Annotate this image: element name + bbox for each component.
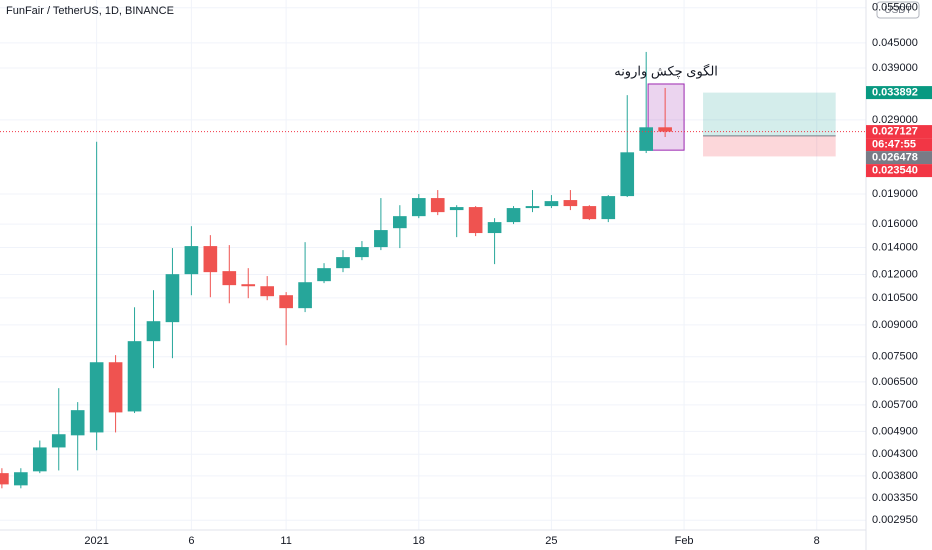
candle-body bbox=[222, 271, 237, 286]
price-badge bbox=[866, 86, 932, 100]
chart-title: FunFair / TetherUS, 1D, BINANCE bbox=[6, 5, 174, 17]
candle-body bbox=[355, 247, 369, 258]
plot bbox=[0, 51, 866, 489]
x-tick-label: 2021 bbox=[84, 535, 108, 547]
price-badge-label: 0.033892 bbox=[872, 86, 918, 98]
candle-body bbox=[70, 410, 85, 436]
candle-body bbox=[544, 201, 559, 207]
grid bbox=[0, 0, 866, 530]
candle-body bbox=[146, 321, 161, 342]
candle-body bbox=[165, 274, 180, 323]
y-tick-label: 0.039000 bbox=[872, 62, 918, 74]
x-tick-label: Feb bbox=[675, 535, 694, 547]
price-badge-label: 06:47:55 bbox=[872, 138, 916, 150]
y-tick-label: 0.014000 bbox=[872, 241, 918, 253]
highlight-box bbox=[647, 83, 685, 151]
candle-body bbox=[639, 127, 654, 151]
candle-body bbox=[411, 198, 426, 217]
y-tick-label: 0.045000 bbox=[872, 37, 918, 49]
position-stop-zone bbox=[703, 135, 836, 157]
candle-body bbox=[563, 200, 578, 207]
y-tick-label: 0.005700 bbox=[872, 399, 918, 411]
y-tick-label: 0.007500 bbox=[872, 351, 918, 363]
x-tick-label: 11 bbox=[280, 535, 291, 547]
x-tick-label: 6 bbox=[188, 535, 194, 547]
price-badge bbox=[866, 138, 932, 152]
candle-body bbox=[374, 230, 388, 248]
candle-body bbox=[108, 362, 123, 413]
candle-body bbox=[430, 198, 445, 213]
y-tick-label: 0.006500 bbox=[872, 376, 918, 388]
y-tick-label: 0.009000 bbox=[872, 319, 918, 331]
candle-body bbox=[0, 473, 9, 485]
candle-body bbox=[336, 257, 350, 269]
candle-body bbox=[203, 246, 218, 273]
price-badge-label: 0.026478 bbox=[872, 151, 918, 163]
candle-body bbox=[14, 472, 28, 486]
y-tick-label: 0.004300 bbox=[872, 448, 918, 460]
currency-button[interactable] bbox=[876, 1, 920, 19]
candle-body bbox=[620, 152, 635, 197]
candle-body bbox=[127, 341, 142, 412]
candle-body bbox=[658, 127, 672, 132]
price-badge-label: 0.023540 bbox=[872, 164, 918, 176]
y-tick-label: 0.029000 bbox=[872, 114, 918, 126]
candle-body bbox=[487, 222, 502, 234]
candle-body bbox=[317, 268, 331, 282]
price-badge bbox=[866, 164, 932, 178]
candle-body bbox=[51, 434, 66, 448]
currency-label[interactable]: USDT bbox=[884, 5, 911, 16]
candle-body bbox=[601, 196, 616, 220]
y-tick-label: 0.010500 bbox=[872, 292, 918, 304]
candle-body bbox=[184, 246, 199, 275]
candle-body bbox=[32, 447, 47, 472]
candle-body bbox=[260, 286, 275, 297]
x-tick-label: 18 bbox=[413, 535, 425, 547]
x-tick-label: 8 bbox=[814, 535, 820, 547]
y-tick-label: 0.003800 bbox=[872, 470, 918, 482]
candle-body bbox=[506, 208, 521, 223]
y-tick-label: 0.012000 bbox=[872, 268, 918, 280]
annotation: الگوی چکش وارونه bbox=[614, 63, 718, 79]
y-tick-label: 0.016000 bbox=[872, 218, 918, 230]
price-badge bbox=[866, 151, 932, 165]
candle-body bbox=[525, 206, 540, 209]
price-badge-label: 0.027127 bbox=[872, 125, 918, 137]
price-badge bbox=[866, 125, 932, 139]
candle-body bbox=[241, 284, 256, 287]
y-tick-label: 0.019000 bbox=[872, 188, 918, 200]
candle-body bbox=[298, 282, 312, 309]
candle-body bbox=[279, 295, 293, 309]
x-tick-label: 25 bbox=[545, 535, 557, 547]
y-tick-label: 0.055000 bbox=[872, 2, 918, 14]
candle-body bbox=[449, 207, 464, 211]
candle-body bbox=[468, 207, 483, 234]
candle-body bbox=[393, 216, 407, 229]
candle-body bbox=[582, 206, 597, 220]
y-tick-label: 0.003350 bbox=[872, 492, 918, 504]
y-tick-label: 0.002950 bbox=[872, 514, 918, 526]
y-tick-label: 0.004900 bbox=[872, 425, 918, 437]
position-target-zone bbox=[703, 92, 836, 136]
candle-body bbox=[89, 362, 104, 433]
